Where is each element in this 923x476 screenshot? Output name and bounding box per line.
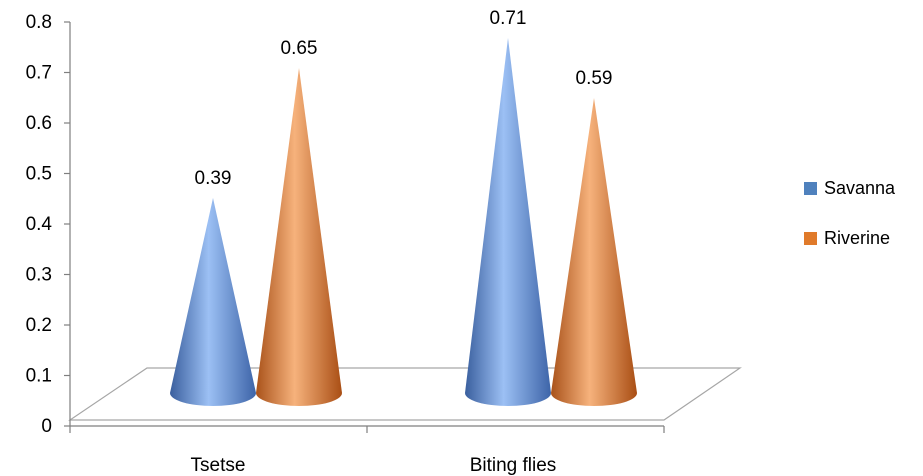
y-tick-label: 0.2 bbox=[26, 315, 52, 336]
cone-bars: 0.39 0.65 0.71 0.59 bbox=[170, 8, 637, 406]
legend-swatch bbox=[804, 182, 817, 195]
y-tick-label: 0.3 bbox=[26, 265, 52, 286]
cone-savanna-tsetse bbox=[170, 198, 256, 406]
y-tick-label: 0.5 bbox=[26, 164, 52, 185]
legend-label: Savanna bbox=[824, 178, 896, 198]
legend: Savanna Riverine bbox=[804, 178, 896, 248]
y-tick-label: 0.6 bbox=[26, 113, 52, 134]
y-tick-label: 0.7 bbox=[26, 63, 52, 84]
y-tick-label: 0.8 bbox=[26, 12, 52, 33]
data-label-riverine-tsetse: 0.65 bbox=[281, 38, 318, 59]
legend-label: Riverine bbox=[824, 228, 890, 248]
legend-swatch bbox=[804, 232, 817, 245]
category-labels: Tsetse Biting flies bbox=[191, 455, 557, 476]
y-axis-ticks: 0 0.1 0.2 0.3 0.4 0.5 0.6 0.7 0.8 bbox=[26, 12, 70, 437]
data-label-riverine-biting-flies: 0.59 bbox=[576, 68, 613, 89]
cone-savanna-biting-flies bbox=[465, 38, 551, 406]
y-tick-label: 0.4 bbox=[26, 214, 53, 235]
data-label-savanna-tsetse: 0.39 bbox=[195, 168, 232, 189]
cone-riverine-tsetse bbox=[256, 68, 342, 406]
data-label-savanna-biting-flies: 0.71 bbox=[490, 8, 527, 29]
y-tick-label: 0 bbox=[41, 416, 52, 437]
category-label: Tsetse bbox=[191, 455, 246, 476]
category-label: Biting flies bbox=[470, 455, 557, 476]
cone-riverine-biting-flies bbox=[551, 98, 637, 406]
y-tick-label: 0.1 bbox=[26, 366, 52, 387]
